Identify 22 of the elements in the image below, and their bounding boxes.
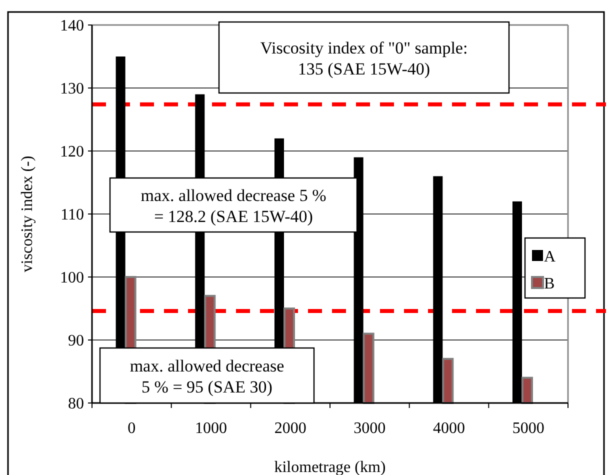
- x-tick-label: 5000: [512, 420, 544, 437]
- y-tick-label: 100: [60, 270, 84, 287]
- text-box: Viscosity index of "0" sample: 135 (SAE 15W-40): [218, 21, 510, 94]
- y-tick-label: 140: [60, 18, 84, 35]
- annotation: Viscosity index of "0" sample: 135 (SAE 15W-40): [260, 38, 468, 78]
- x-tick-label: 0: [128, 420, 136, 437]
- legend-label: A: [544, 248, 556, 266]
- y-tick-label: 110: [60, 206, 84, 224]
- annotation: max. allowed decrease 5 % = 95 (SAE 30): [130, 356, 284, 396]
- x-tick-label: 2000: [274, 420, 306, 437]
- y-tick-label: 120: [60, 144, 84, 161]
- y-axis-title: viscosity index (-): [19, 156, 36, 272]
- x-tick-label: 1000: [195, 420, 227, 437]
- y-tick-label: 90: [68, 332, 84, 350]
- legend-label: B: [544, 276, 555, 293]
- y-tick-label: 130: [60, 80, 84, 98]
- annotation: max. allowed decrease 5 % = 128.2 (SAE 15W-40): [140, 186, 326, 226]
- x-tick-label: 4000: [433, 420, 465, 437]
- text-box: max. allowed decrease 5 % = 128.2 (SAE 15W-40): [109, 177, 358, 233]
- y-tick-label: 80: [68, 396, 84, 413]
- x-tick-label: 3000: [354, 420, 386, 437]
- text-box: max. allowed decrease 5 % = 95 (SAE 30): [99, 347, 315, 404]
